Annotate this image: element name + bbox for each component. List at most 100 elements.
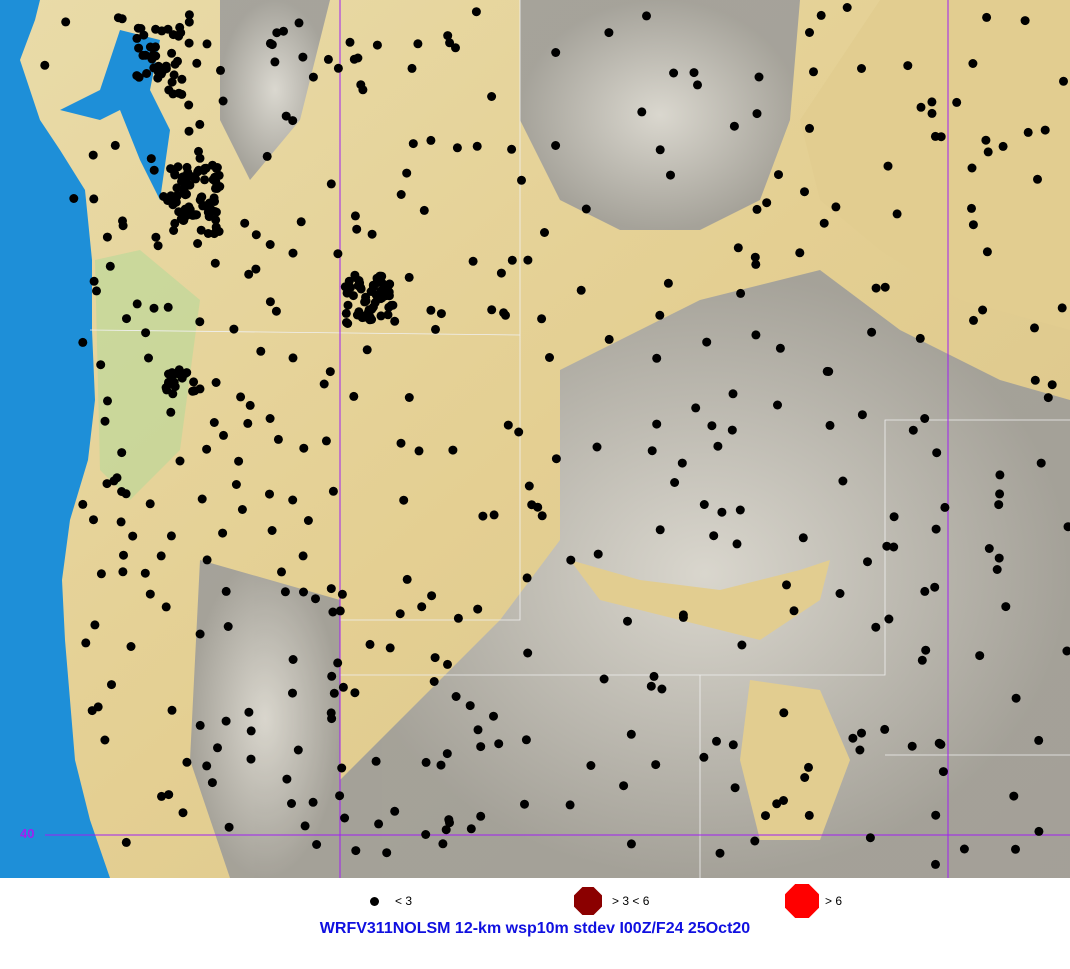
station-marker: [203, 207, 213, 217]
station-marker: [381, 291, 391, 301]
station-marker: [288, 655, 298, 664]
station-marker: [207, 778, 217, 788]
station-marker: [216, 65, 225, 75]
station-marker: [194, 146, 203, 156]
station-marker: [151, 24, 161, 34]
station-marker: [326, 584, 336, 594]
station-marker: [345, 37, 355, 47]
station-marker: [288, 495, 298, 505]
station-marker: [93, 702, 103, 712]
station-marker: [375, 271, 385, 281]
station-marker: [494, 739, 504, 749]
station-marker: [452, 143, 462, 153]
station-marker: [167, 371, 177, 381]
station-marker: [195, 720, 205, 730]
station-marker: [287, 799, 296, 808]
station-marker: [733, 243, 743, 253]
station-marker: [476, 742, 486, 752]
station-marker: [1040, 125, 1050, 135]
station-marker: [197, 192, 207, 202]
station-marker: [927, 97, 937, 107]
station-marker: [172, 183, 182, 193]
station-marker: [92, 286, 101, 296]
station-marker: [426, 305, 436, 315]
map-title: WRFV311NOLSM 12-km wsp10m stdev I00Z/F24…: [319, 920, 751, 937]
station-marker: [626, 729, 636, 739]
station-marker: [882, 541, 892, 551]
station-marker: [489, 510, 499, 520]
station-marker: [666, 170, 675, 180]
station-marker: [195, 629, 205, 639]
station-marker: [968, 220, 978, 230]
station-marker: [471, 7, 481, 17]
station-marker: [871, 622, 881, 632]
station-marker: [800, 187, 809, 197]
station-marker: [566, 555, 576, 565]
station-marker: [328, 486, 338, 496]
station-marker: [166, 379, 176, 388]
station-marker: [732, 539, 742, 549]
station-marker: [838, 476, 848, 486]
station-marker: [265, 240, 275, 249]
station-marker: [524, 481, 534, 491]
station-marker: [737, 640, 747, 650]
station-marker: [243, 418, 253, 428]
station-marker: [299, 587, 308, 597]
station-marker: [652, 419, 662, 429]
station-marker: [335, 791, 345, 801]
station-marker: [197, 494, 207, 504]
station-marker: [655, 310, 665, 320]
station-marker: [652, 353, 662, 363]
station-marker: [669, 68, 679, 78]
station-marker: [537, 511, 547, 521]
station-marker: [981, 135, 991, 145]
station-marker: [931, 859, 940, 869]
station-marker: [727, 425, 737, 435]
octagon-icon: [785, 884, 819, 918]
station-marker: [202, 555, 212, 565]
station-marker: [128, 531, 138, 541]
station-marker: [153, 241, 163, 251]
station-marker: [126, 642, 136, 651]
station-marker: [642, 11, 651, 21]
station-marker: [145, 42, 155, 52]
station-marker: [762, 198, 772, 208]
station-marker: [593, 549, 603, 559]
station-marker: [835, 589, 845, 598]
station-marker: [932, 448, 942, 458]
station-marker: [857, 64, 866, 73]
station-marker: [689, 68, 699, 78]
station-marker: [118, 567, 128, 577]
station-marker: [170, 218, 180, 228]
station-marker: [246, 754, 256, 764]
station-marker: [809, 67, 818, 77]
station-marker: [429, 677, 439, 686]
station-marker: [693, 80, 702, 90]
station-marker: [117, 448, 127, 458]
station-marker: [779, 796, 788, 805]
station-marker: [604, 334, 614, 344]
station-marker: [372, 40, 382, 50]
station-marker: [1011, 693, 1021, 703]
station-marker: [1030, 375, 1040, 385]
station-marker: [709, 531, 719, 541]
station-marker: [251, 230, 261, 240]
station-marker: [396, 438, 406, 448]
station-marker: [395, 609, 405, 619]
station-marker: [736, 288, 746, 298]
station-marker: [619, 781, 629, 791]
station-marker: [1043, 393, 1053, 403]
station-marker: [889, 542, 899, 552]
station-marker: [173, 162, 183, 172]
station-marker: [388, 300, 398, 310]
station-marker: [102, 479, 112, 489]
station-marker: [298, 52, 308, 62]
latitude-label: 40: [20, 826, 35, 841]
station-marker: [140, 568, 150, 578]
station-marker: [473, 725, 483, 735]
station-marker: [408, 139, 418, 149]
station-marker: [256, 346, 266, 356]
station-marker: [361, 292, 371, 302]
station-marker: [523, 255, 533, 265]
station-marker: [968, 59, 978, 68]
